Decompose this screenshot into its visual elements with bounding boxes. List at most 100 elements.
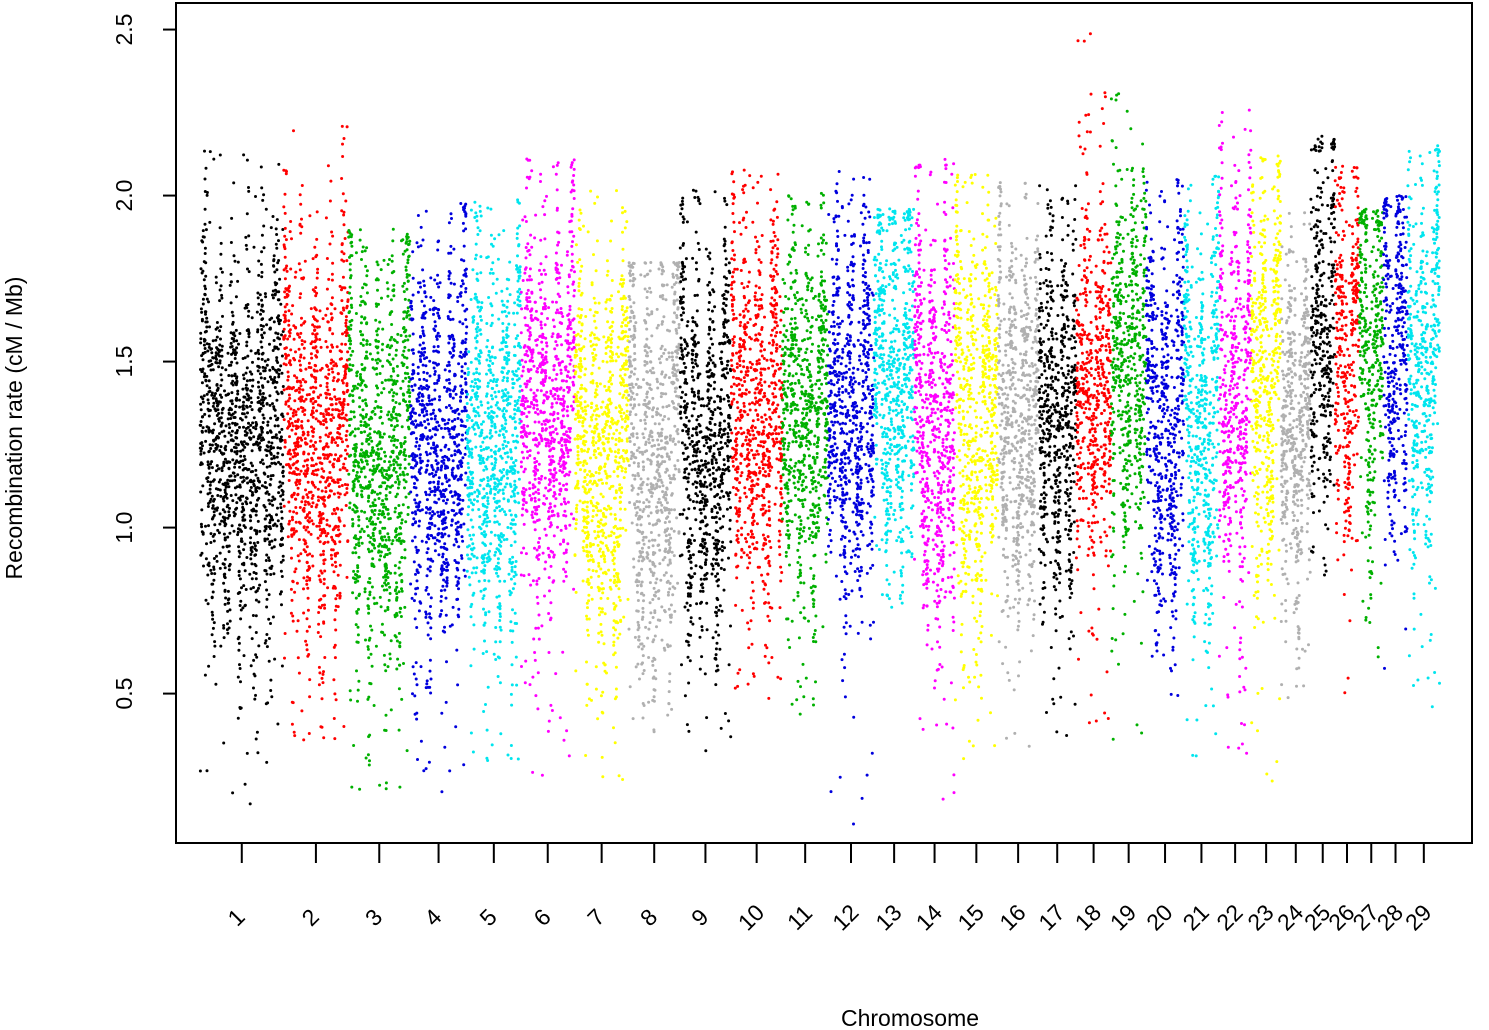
data-point [265, 444, 269, 448]
data-point [497, 233, 501, 237]
data-point [283, 277, 287, 281]
data-point [423, 420, 427, 423]
data-point [283, 632, 287, 635]
data-point [459, 202, 463, 205]
data-point [470, 396, 473, 399]
data-point [338, 397, 342, 401]
data-point [457, 545, 461, 549]
data-point [287, 462, 290, 466]
data-point [396, 374, 400, 378]
data-point [446, 563, 450, 567]
data-point [318, 309, 322, 313]
data-point [489, 233, 493, 237]
data-point [312, 375, 316, 379]
data-point [391, 357, 395, 361]
data-point [249, 437, 252, 441]
data-point [511, 433, 515, 437]
data-point [359, 535, 363, 539]
data-point [254, 468, 258, 472]
data-point [333, 618, 337, 622]
data-point [357, 555, 361, 559]
data-point [445, 498, 449, 502]
data-point [472, 498, 476, 502]
data-point [321, 672, 325, 676]
data-point [413, 521, 417, 525]
data-point [244, 243, 248, 247]
data-point [222, 452, 226, 456]
data-point [513, 570, 517, 574]
data-point [260, 318, 264, 321]
data-point [456, 295, 460, 299]
data-point [331, 370, 335, 374]
data-point [288, 334, 292, 338]
data-point [342, 137, 346, 140]
data-point [254, 653, 258, 657]
data-point [370, 478, 374, 482]
data-point [513, 399, 517, 403]
data-point [306, 553, 309, 557]
data-point [429, 677, 433, 681]
data-point [443, 445, 447, 449]
data-point [502, 376, 506, 379]
data-point [271, 402, 274, 406]
data-point [390, 344, 394, 348]
data-point [328, 432, 332, 436]
data-point [500, 289, 504, 293]
data-point [238, 523, 242, 527]
data-point [237, 591, 241, 595]
data-point [236, 533, 240, 537]
data-point [472, 372, 476, 376]
data-point [204, 287, 207, 291]
data-point [296, 554, 300, 558]
data-point [251, 614, 255, 617]
data-point [371, 357, 374, 361]
data-point [407, 384, 411, 388]
data-point [489, 207, 493, 211]
data-point [513, 500, 517, 504]
data-point [211, 368, 215, 372]
data-point [405, 240, 409, 244]
data-point [232, 337, 236, 341]
data-point [453, 418, 457, 421]
data-point [472, 554, 476, 558]
data-point [314, 440, 317, 444]
data-point [428, 506, 432, 510]
data-point [438, 409, 442, 413]
data-point [245, 366, 249, 370]
data-point [344, 363, 348, 367]
data-point [210, 494, 214, 498]
data-point [396, 456, 400, 460]
data-point [360, 527, 364, 531]
data-point [217, 365, 221, 369]
data-point [378, 491, 382, 495]
data-point [507, 354, 510, 357]
data-point [457, 576, 461, 580]
data-point [275, 268, 279, 272]
data-point [390, 323, 394, 326]
data-point [236, 527, 240, 531]
data-point [385, 553, 389, 556]
data-point [446, 421, 450, 425]
data-point [443, 427, 447, 430]
data-point [334, 608, 338, 612]
data-point [199, 402, 203, 406]
data-point [398, 526, 402, 529]
data-point [303, 542, 307, 546]
data-point [345, 382, 349, 386]
data-point [512, 440, 516, 443]
data-point [348, 363, 352, 367]
data-point [201, 302, 205, 306]
data-point [402, 349, 406, 353]
data-point [218, 361, 222, 365]
data-point [237, 648, 241, 652]
data-point [305, 458, 309, 462]
data-point [330, 367, 334, 371]
data-point [312, 427, 316, 431]
data-point [263, 505, 267, 509]
data-point [315, 473, 319, 477]
data-point [256, 357, 260, 361]
data-point [455, 530, 459, 534]
data-point [428, 526, 432, 530]
data-point [245, 476, 249, 480]
data-point [340, 288, 343, 292]
